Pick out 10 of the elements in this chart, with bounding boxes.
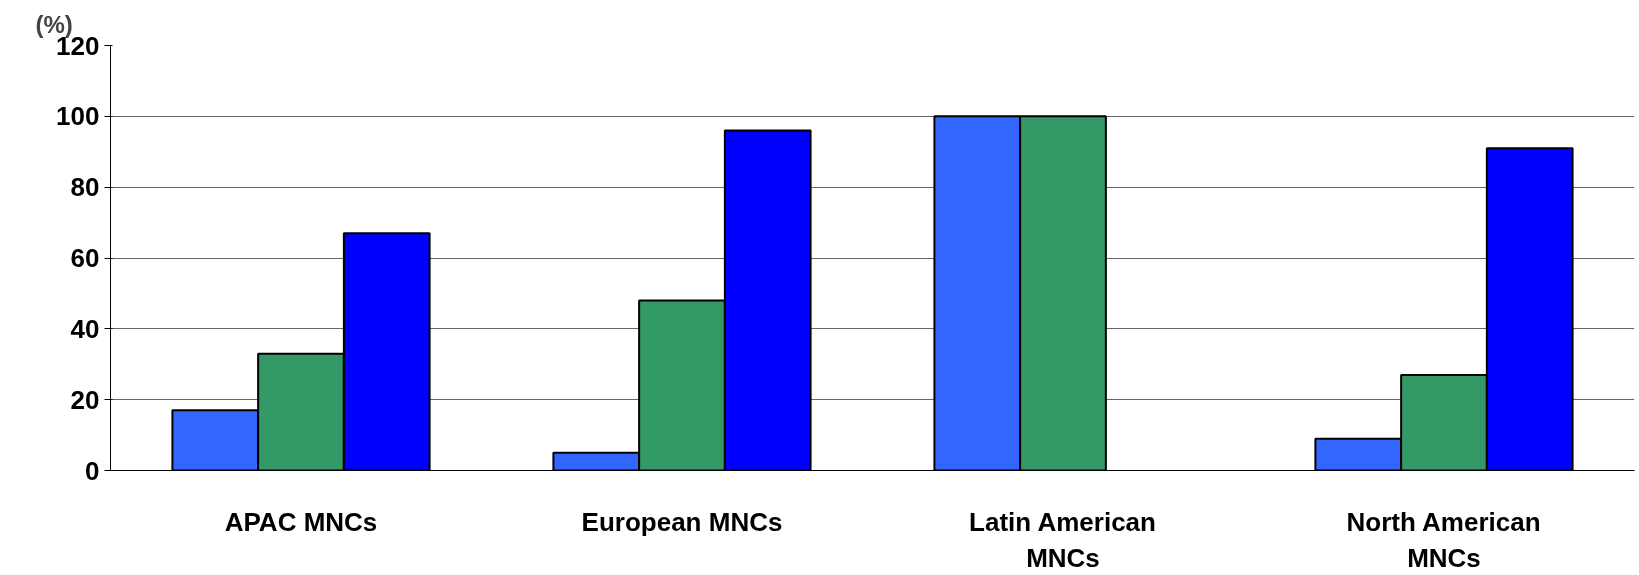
x-tick-label: North American MNCs [1346,506,1541,573]
x-tick-label: Latin American MNCs [969,506,1156,573]
y-tick-label: 20 [70,384,100,415]
y-tick-label: 80 [70,172,100,203]
y-tick-label: 100 [56,101,100,132]
y-tick-label: 0 [85,455,100,486]
y-tick-label: 60 [70,243,100,273]
x-tick-label: APAC MNCs [224,506,378,537]
y-tick-label: 40 [70,313,100,344]
x-tick-label: European MNCs [581,506,783,537]
